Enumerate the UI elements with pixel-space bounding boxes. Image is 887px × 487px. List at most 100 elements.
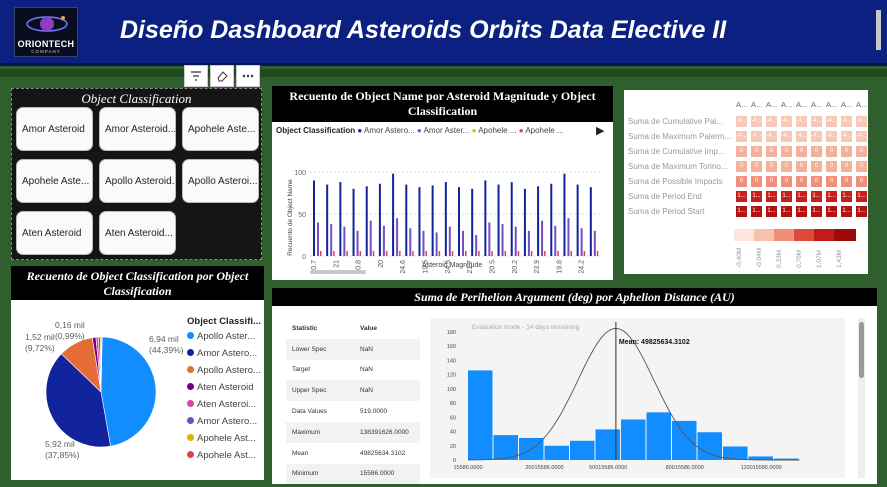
matrix-cell[interactable]: 0	[826, 161, 837, 172]
matrix-cell[interactable]: 0	[841, 146, 852, 157]
matrix-cell[interactable]: 0	[766, 146, 777, 157]
matrix-cell[interactable]: -4...	[796, 131, 807, 142]
histogram-bar	[646, 412, 671, 460]
matrix-cell[interactable]: -4...	[856, 131, 867, 142]
matrix-cell[interactable]: 1...	[781, 191, 792, 202]
matrix-cell[interactable]: 1...	[796, 206, 807, 217]
matrix-cell[interactable]: 0	[736, 176, 747, 187]
matrix-cell[interactable]: 0	[751, 161, 762, 172]
matrix-cell[interactable]: 0	[766, 161, 777, 172]
matrix-cell[interactable]: 0	[781, 176, 792, 187]
matrix-cell[interactable]: 1...	[736, 191, 747, 202]
slicer-tile[interactable]: Apollo Asteroid...	[99, 159, 176, 203]
slicer-tile[interactable]: Apollo Asteroi...	[182, 159, 259, 203]
matrix-cell[interactable]: 1...	[751, 206, 762, 217]
matrix-column-header: A...	[796, 100, 808, 109]
bar-mark	[343, 226, 346, 256]
slicer-tile[interactable]: Aten Asteroid	[16, 211, 93, 255]
matrix-cell[interactable]: 0	[781, 161, 792, 172]
pie-chart[interactable]	[41, 332, 161, 452]
pie-legend-item[interactable]: Apollo Aster...	[187, 331, 255, 342]
pie-legend-item[interactable]: Apohele Ast...	[187, 433, 256, 444]
matrix-cell[interactable]: 1...	[736, 206, 747, 217]
bar-mark	[465, 251, 467, 256]
matrix-cell[interactable]: -4...	[826, 131, 837, 142]
matrix-cell[interactable]: -4...	[751, 131, 762, 142]
matrix-cell[interactable]: -4...	[766, 131, 777, 142]
matrix-cell[interactable]: 1...	[751, 191, 762, 202]
matrix-cell[interactable]: 0	[811, 161, 822, 172]
matrix-cell[interactable]: 1...	[841, 191, 852, 202]
matrix-row-label: Suma de Cumulative Imp...	[628, 147, 725, 156]
matrix-cell[interactable]: 0	[811, 146, 822, 157]
matrix-cell[interactable]: -4...	[856, 116, 867, 127]
matrix-cell[interactable]: 1...	[811, 206, 822, 217]
histogram-chart[interactable]: 180 160 140 120 100 80 60 40 20 0 Mean: 49825634.3…	[430, 318, 845, 478]
bar-scrollbar[interactable]	[310, 270, 366, 274]
eraser-icon[interactable]	[210, 65, 234, 87]
slicer-tile[interactable]: Apohele Aste...	[16, 159, 93, 203]
table-row: Maximum 138391626.0000	[286, 421, 420, 443]
color-scale-label: 1,07M	[816, 249, 823, 268]
pie-legend-item[interactable]: Apollo Astero...	[187, 365, 261, 376]
matrix-cell[interactable]: 1...	[856, 191, 867, 202]
matrix-cell[interactable]: 0	[826, 146, 837, 157]
bar-mark	[576, 184, 579, 256]
pie-legend-item[interactable]: Amor Astero...	[187, 348, 257, 359]
matrix-cell[interactable]: 0	[826, 176, 837, 187]
matrix-cell[interactable]: 1...	[826, 206, 837, 217]
matrix-cell[interactable]: -4...	[781, 116, 792, 127]
matrix-cell[interactable]: -4...	[796, 116, 807, 127]
slicer-tile[interactable]: Apohele Aste...	[182, 107, 259, 151]
matrix-cell[interactable]: -4...	[841, 116, 852, 127]
legend-next-arrow-icon[interactable]: ▶	[596, 125, 605, 137]
visual-scrollbar[interactable]	[858, 318, 865, 478]
pie-legend-item[interactable]: Amor Astero...	[187, 416, 257, 427]
matrix-cell[interactable]: -4...	[736, 131, 747, 142]
matrix-cell[interactable]: 0	[856, 146, 867, 157]
matrix-cell[interactable]: 1...	[841, 206, 852, 217]
matrix-cell[interactable]: 1...	[826, 191, 837, 202]
matrix-cell[interactable]: 0	[736, 161, 747, 172]
pie-legend-item[interactable]: Aten Asteroid	[187, 382, 254, 393]
matrix-cell[interactable]: -4...	[811, 131, 822, 142]
matrix-cell[interactable]: 1...	[766, 206, 777, 217]
matrix-cell[interactable]: -4...	[736, 116, 747, 127]
pie-legend-item[interactable]: Apohele Ast...	[187, 450, 256, 461]
bar-mark	[527, 230, 530, 256]
slicer-tile[interactable]: Amor Asteroid...	[99, 107, 176, 151]
matrix-cell[interactable]: 0	[841, 176, 852, 187]
matrix-cell[interactable]: 1...	[766, 191, 777, 202]
matrix-cell[interactable]: 0	[841, 161, 852, 172]
pie-legend-item[interactable]: Aten Asteroi...	[187, 399, 256, 410]
page-scrollbar[interactable]	[876, 10, 881, 50]
matrix-cell[interactable]: 1...	[811, 191, 822, 202]
matrix-cell[interactable]: 0	[856, 176, 867, 187]
matrix-cell[interactable]: 0	[796, 161, 807, 172]
matrix-cell[interactable]: -4...	[781, 131, 792, 142]
matrix-cell[interactable]: 0	[766, 176, 777, 187]
slicer-tile[interactable]: Aten Asteroid...	[99, 211, 176, 255]
matrix-cell[interactable]: 1...	[781, 206, 792, 217]
filter-icon[interactable]	[184, 65, 208, 87]
matrix-cell[interactable]: 0	[751, 176, 762, 187]
bar-chart[interactable]: 0 50 100 20.7 21 20.8 20 24.6 19.5 24.5 21.7 20.5 20…	[272, 138, 613, 280]
matrix-cell[interactable]: 0	[781, 146, 792, 157]
matrix-cell[interactable]: 0	[796, 146, 807, 157]
matrix-cell[interactable]: -4...	[841, 131, 852, 142]
matrix-cell[interactable]: -4...	[766, 116, 777, 127]
bar-mark	[471, 188, 474, 256]
matrix-cell[interactable]: 0	[856, 161, 867, 172]
matrix-cell[interactable]: 0	[736, 146, 747, 157]
matrix-cell[interactable]: -4...	[811, 116, 822, 127]
matrix-cell[interactable]: 0	[796, 176, 807, 187]
matrix-cell[interactable]: -4...	[751, 116, 762, 127]
slicer-tile[interactable]: Amor Asteroid	[16, 107, 93, 151]
more-options-icon[interactable]	[236, 65, 260, 87]
matrix-cell[interactable]: -4...	[826, 116, 837, 127]
bar-mark	[570, 251, 572, 256]
matrix-cell[interactable]: 0	[751, 146, 762, 157]
matrix-cell[interactable]: 1...	[856, 206, 867, 217]
matrix-cell[interactable]: 0	[811, 176, 822, 187]
matrix-cell[interactable]: 1...	[796, 191, 807, 202]
